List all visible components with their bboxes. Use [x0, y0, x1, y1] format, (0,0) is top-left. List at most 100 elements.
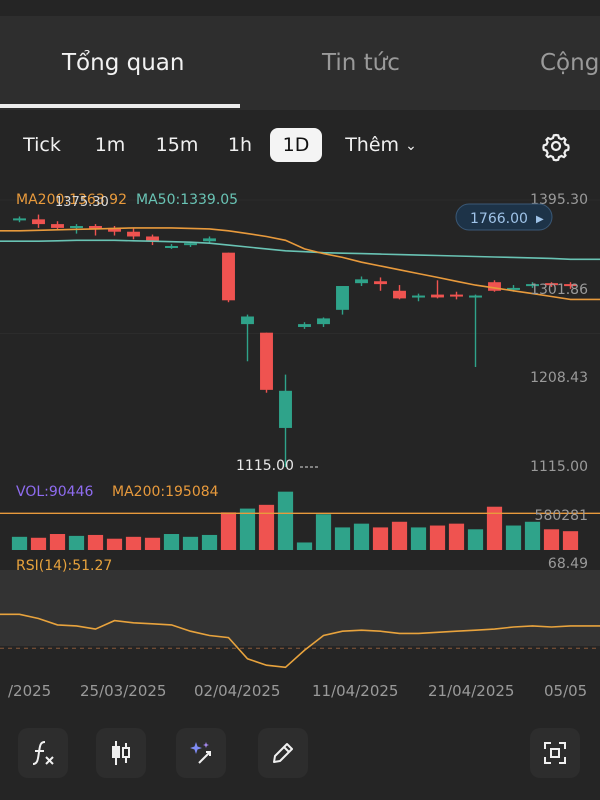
- interval-more-dropdown[interactable]: Thêm ⌄: [336, 128, 426, 162]
- interval-more-label: Thêm: [345, 134, 400, 156]
- active-tab-indicator: [0, 104, 240, 108]
- chevron-down-icon: ⌄: [405, 138, 417, 154]
- interval-1m[interactable]: 1m: [94, 134, 126, 156]
- volume-bar: [334, 527, 351, 550]
- volume-bar: [163, 534, 180, 550]
- status-area: [0, 0, 600, 16]
- indicator-fx-icon: [32, 741, 54, 765]
- candle-body: [393, 290, 406, 299]
- candle-body: [89, 226, 102, 229]
- volume-bar: [201, 534, 218, 550]
- candle-body: [431, 294, 444, 298]
- tab-community[interactable]: Cộng: [540, 50, 600, 76]
- candle-body: [184, 243, 197, 246]
- date-label-1: 25/03/2025: [80, 682, 166, 700]
- candle-body: [70, 226, 83, 229]
- candle-body: [260, 332, 273, 390]
- volume-bar: [30, 537, 47, 550]
- candle-body: [469, 295, 482, 298]
- play-right-icon: ▶: [536, 214, 544, 225]
- current-price-value: 1766.00: [470, 211, 528, 227]
- high-marker: 1375.30: [55, 195, 109, 210]
- candle-body: [32, 219, 45, 225]
- volume-bar: [11, 536, 28, 550]
- volume-bar: [505, 525, 522, 550]
- magic-wand-icon: [190, 742, 211, 764]
- volume-bar: [448, 523, 465, 550]
- date-label-5: 05/05: [544, 682, 587, 700]
- ma50-line: [0, 239, 600, 261]
- price-axis-label-2: 1301.86: [530, 282, 588, 298]
- settings-button[interactable]: [540, 130, 572, 162]
- candle-body: [526, 284, 539, 287]
- candle-body: [355, 279, 368, 284]
- draw-button[interactable]: [258, 728, 308, 778]
- volume-bar: [239, 508, 256, 550]
- date-label-4: 21/04/2025: [428, 682, 514, 700]
- volume-bar: [372, 527, 389, 550]
- tab-news[interactable]: Tin tức: [322, 50, 400, 76]
- volume-bar: [144, 537, 161, 550]
- date-label-2: 02/04/2025: [194, 682, 280, 700]
- candle-body: [279, 390, 292, 428]
- volume-bar: [467, 529, 484, 550]
- candle-body: [336, 286, 349, 310]
- price-chart[interactable]: MA200:1363.92 MA50:1339.05 1375.30 1115.…: [0, 180, 600, 710]
- volume-bar: [296, 542, 313, 550]
- volume-bar: [315, 514, 332, 550]
- price-axis-label-top: 1395.30: [530, 192, 588, 208]
- date-label-0: /2025: [8, 682, 51, 700]
- volume-bar: [391, 521, 408, 550]
- candle-body: [564, 284, 577, 287]
- rsi-line: [0, 613, 600, 669]
- interval-tick[interactable]: Tick: [23, 134, 61, 156]
- candle-body: [241, 316, 254, 325]
- low-marker: 1115.00: [236, 458, 294, 474]
- interval-1d[interactable]: 1D: [270, 128, 322, 162]
- volume-bar: [410, 527, 427, 550]
- candle-body: [13, 218, 26, 221]
- volume-bar: [49, 534, 66, 550]
- ma200-label: MA200:1363.92: [16, 192, 127, 208]
- chart-area[interactable]: MA200:1363.92 MA50:1339.05 1375.30 1115.…: [0, 180, 600, 710]
- price-axis-label-3: 1208.43: [530, 370, 588, 386]
- candle-body: [165, 246, 178, 249]
- ma50-label: MA50:1339.05: [136, 192, 238, 208]
- volume-axis-label: 580281: [535, 508, 588, 524]
- volume-bar: [125, 536, 142, 550]
- volume-bar: [562, 531, 579, 550]
- interval-1h[interactable]: 1h: [227, 134, 253, 156]
- volume-bar: [486, 506, 503, 550]
- volume-bar: [182, 536, 199, 550]
- volume-bar: [524, 521, 541, 550]
- volume-bar: [353, 523, 370, 550]
- ai-pattern-button[interactable]: [176, 728, 226, 778]
- candle-body: [222, 252, 235, 301]
- bottom-toolbar: [0, 724, 600, 784]
- fullscreen-button[interactable]: [530, 728, 580, 778]
- rsi-label: RSI(14):51.27: [16, 558, 112, 574]
- rsi-panel-bg: [0, 570, 600, 646]
- ma200-line: [0, 227, 600, 301]
- interval-15m[interactable]: 15m: [155, 134, 199, 156]
- volume-bar: [68, 535, 85, 550]
- date-label-3: 11/04/2025: [312, 682, 398, 700]
- tab-overview[interactable]: Tổng quan: [62, 50, 185, 76]
- candle-body: [507, 287, 520, 290]
- candle-body: [317, 318, 330, 325]
- price-axis-label-bottom: 1115.00: [530, 459, 588, 475]
- draw-pencil-icon: [273, 743, 293, 763]
- candle-body: [298, 324, 311, 327]
- candle-body: [374, 281, 387, 285]
- chart-type-button[interactable]: [96, 728, 146, 778]
- rsi-axis-label: 68.49: [548, 556, 588, 572]
- gear-icon: [542, 133, 570, 162]
- volume-bar: [87, 534, 104, 550]
- volume-label: VOL:90446: [16, 484, 93, 500]
- volume-bars: [11, 491, 579, 550]
- indicator-button[interactable]: [18, 728, 68, 778]
- volume-bar: [220, 512, 237, 550]
- volume-ma-label: MA200:195084: [112, 484, 219, 500]
- current-price-badge[interactable]: 1766.00 ▶: [455, 203, 553, 231]
- fullscreen-icon: [544, 742, 566, 764]
